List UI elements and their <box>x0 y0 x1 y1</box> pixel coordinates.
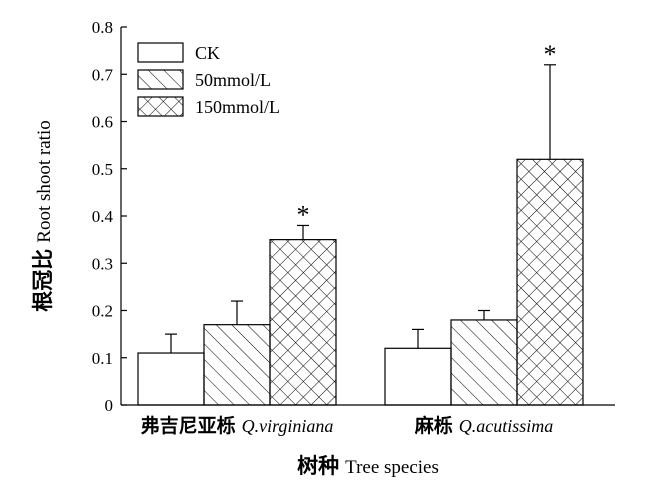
x-axis-title-en: Tree species <box>345 457 439 478</box>
x-category-label: 麻栎 Q.acutissima <box>414 414 554 437</box>
y-tick-label: 0.4 <box>92 207 114 226</box>
y-tick-label: 0.1 <box>92 349 113 368</box>
x-category-labels: 弗吉尼亚栎 Q.virginiana 麻栎 Q.acutissima <box>141 414 554 437</box>
category-name-latin: Q.virginiana <box>242 416 334 436</box>
bar <box>516 158 584 406</box>
y-tick-label: 0.5 <box>92 160 113 179</box>
category-name-latin: Q.acutissima <box>459 416 554 436</box>
y-axis-title: 根冠比 Root shoot ratio <box>31 120 55 311</box>
y-ticks-group: 0 0.1 0.2 0.3 0.4 0.5 0.6 0.7 0.8 <box>92 18 127 415</box>
error-bars-group <box>165 64 556 354</box>
x-category-label: 弗吉尼亚栎 Q.virginiana <box>141 414 334 437</box>
y-axis-title-en: Root shoot ratio <box>34 120 55 242</box>
legend-label: 150mmol/L <box>195 97 280 117</box>
y-tick-label: 0.7 <box>92 65 114 84</box>
legend: CK 50mmol/L 150mmol/L <box>137 42 280 117</box>
legend-swatch <box>137 42 184 63</box>
significance-markers-group: ** <box>297 40 557 230</box>
x-axis-title-cn: 树种 <box>297 454 339 478</box>
bars-group <box>137 158 584 406</box>
significance-marker: * <box>544 40 557 69</box>
bar <box>450 319 518 406</box>
legend-label: CK <box>195 43 220 63</box>
category-name-cn: 麻栎 <box>414 414 453 437</box>
category-name-cn: 弗吉尼亚栎 <box>141 414 236 437</box>
legend-swatch <box>137 96 184 117</box>
bar <box>384 347 452 406</box>
x-axis-title: 树种 Tree species <box>297 454 439 478</box>
y-tick-label: 0 <box>105 396 114 415</box>
y-tick-label: 0.6 <box>92 113 113 132</box>
y-axis-title-cn: 根冠比 <box>31 249 55 312</box>
y-tick-label: 0.8 <box>92 18 113 37</box>
bar <box>137 352 205 406</box>
legend-swatch <box>137 69 184 90</box>
legend-label: 50mmol/L <box>195 70 271 90</box>
significance-marker: * <box>297 200 310 229</box>
bar <box>203 324 271 406</box>
y-tick-label: 0.3 <box>92 254 113 273</box>
y-tick-label: 0.2 <box>92 302 113 321</box>
bar <box>269 239 337 406</box>
